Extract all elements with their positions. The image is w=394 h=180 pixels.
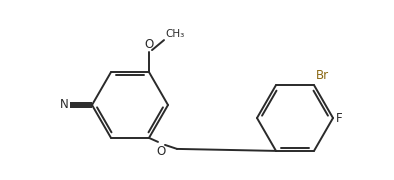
Text: O: O	[156, 145, 165, 158]
Text: Br: Br	[316, 69, 329, 82]
Text: N: N	[60, 98, 69, 111]
Text: O: O	[144, 38, 154, 51]
Text: F: F	[336, 111, 343, 125]
Text: CH₃: CH₃	[165, 29, 184, 39]
